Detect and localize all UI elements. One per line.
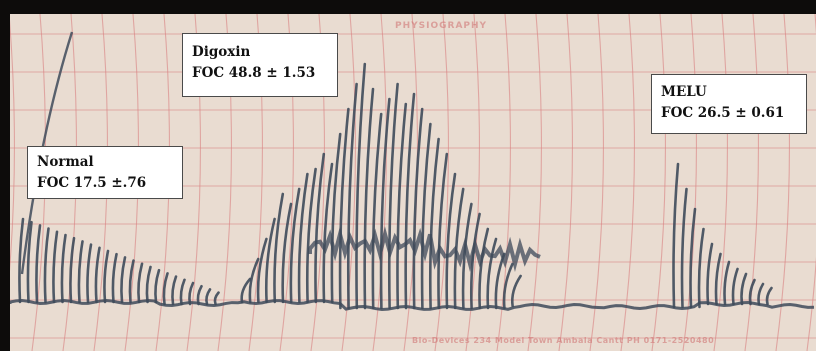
contraction-spike xyxy=(281,202,293,304)
contraction-spike xyxy=(69,236,76,304)
contraction-spike xyxy=(60,233,67,304)
contraction-spike xyxy=(188,281,195,306)
normal-foc-value: FOC 17.5 ±.76 xyxy=(37,175,147,191)
contraction-spike xyxy=(297,172,309,304)
grid-arc-line xyxy=(744,14,759,351)
contraction-spike xyxy=(404,92,416,310)
contraction-spike xyxy=(461,202,473,310)
contraction-spike xyxy=(412,107,424,310)
digoxin-title: Digoxin xyxy=(192,44,251,60)
grid-arc-line xyxy=(10,19,15,271)
contraction-spike xyxy=(445,172,457,310)
contraction-spike xyxy=(103,249,110,304)
contraction-spike xyxy=(387,82,399,310)
contraction-spike xyxy=(338,107,350,310)
contraction-spike xyxy=(437,152,449,310)
contraction-spike xyxy=(264,217,276,304)
contraction-spike xyxy=(330,132,342,304)
contraction-spike xyxy=(289,187,301,304)
contraction-spike xyxy=(502,262,514,310)
contraction-spike xyxy=(765,286,773,306)
digoxin-dense-band xyxy=(308,226,541,272)
contraction-spike xyxy=(486,237,498,310)
contraction-spike xyxy=(748,278,756,306)
contraction-spike xyxy=(714,252,722,306)
contraction-spike xyxy=(52,230,59,304)
contraction-spike xyxy=(240,277,252,304)
normal-title: Normal xyxy=(37,154,94,170)
contraction-spike xyxy=(478,227,490,310)
contraction-spike xyxy=(162,272,169,306)
grid-arc-line xyxy=(527,14,542,351)
grid-arc-line xyxy=(775,14,790,351)
contraction-spike xyxy=(43,227,50,304)
contraction-spike xyxy=(371,112,383,310)
contraction-spike xyxy=(396,102,408,310)
melu-label-box: MELU FOC 26.5 ± 0.61 xyxy=(651,74,807,134)
contraction-spike xyxy=(154,268,161,304)
contraction-spike xyxy=(314,152,326,304)
contraction-spike xyxy=(740,272,748,306)
contraction-spike xyxy=(86,243,93,304)
contraction-spike xyxy=(322,162,334,304)
melu-foc-value: FOC 26.5 ± 0.61 xyxy=(661,105,785,121)
paper-footer-print: Bio-Devices 234 Model Town Ambala Cantt … xyxy=(412,336,715,345)
contraction-spike xyxy=(697,227,705,309)
digoxin-label-box: Digoxin FOC 48.8 ± 1.53 xyxy=(182,33,338,97)
contraction-spike xyxy=(706,242,714,306)
contraction-spike xyxy=(273,192,285,304)
grid-arc-line xyxy=(713,14,728,351)
contraction-spike xyxy=(305,167,317,304)
contraction-spike xyxy=(35,224,42,304)
contraction-spike xyxy=(120,256,127,304)
contraction-spike xyxy=(346,82,358,310)
contraction-spike xyxy=(171,275,178,306)
contraction-spike xyxy=(510,274,522,308)
contraction-spike xyxy=(213,291,220,306)
contraction-spike xyxy=(179,278,186,306)
contraction-spike xyxy=(689,207,697,309)
contraction-spike xyxy=(420,122,432,310)
contraction-spike xyxy=(77,240,84,304)
contraction-spike xyxy=(26,220,33,304)
digoxin-foc-value: FOC 48.8 ± 1.53 xyxy=(192,65,316,81)
contraction-spike xyxy=(128,259,135,304)
contraction-spike xyxy=(379,97,391,310)
melu-title: MELU xyxy=(661,84,707,100)
contraction-spike xyxy=(111,252,118,304)
contraction-spike xyxy=(248,257,260,304)
contraction-spike xyxy=(363,87,375,310)
contraction-spike xyxy=(196,284,203,306)
contraction-spike xyxy=(757,282,765,306)
contraction-spike xyxy=(94,246,101,304)
contraction-spike xyxy=(428,137,440,310)
contraction-spike xyxy=(680,187,688,309)
contraction-spike xyxy=(205,288,212,306)
heart-contraction-trace xyxy=(10,31,815,311)
paper-header-print: PHYSIOGRAPHY xyxy=(395,21,488,31)
contraction-spike xyxy=(145,265,152,304)
initial-pen-sweep xyxy=(20,31,74,275)
contraction-spike xyxy=(731,267,739,306)
contraction-spike xyxy=(137,262,144,304)
contraction-spike xyxy=(672,162,680,309)
contraction-spike xyxy=(355,62,367,310)
normal-label-box: Normal FOC 17.5 ±.76 xyxy=(27,146,183,199)
contraction-spike xyxy=(256,237,268,304)
contraction-spike xyxy=(723,260,731,306)
contraction-spike xyxy=(18,217,25,304)
grid-arc-line xyxy=(341,14,356,351)
grid-arc-line xyxy=(372,14,387,351)
